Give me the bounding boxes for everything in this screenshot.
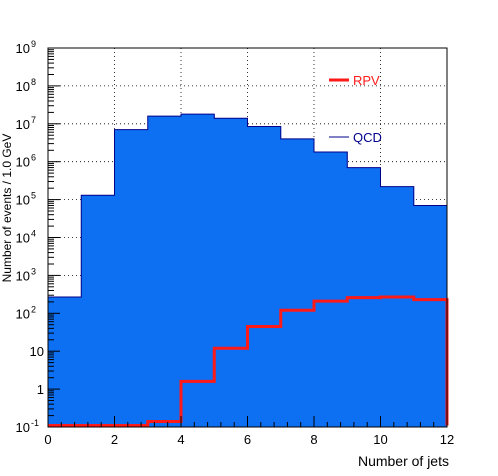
axis-ticks: [47, 47, 448, 428]
y-tick-label: 10: [16, 268, 30, 283]
y-tick-exponent: 5: [31, 191, 36, 201]
x-tick-label: 8: [310, 432, 317, 447]
y-tick-label: 10: [16, 155, 30, 170]
y-tick-exponent: 2: [31, 304, 36, 314]
x-tick-label: 10: [373, 432, 387, 447]
qcd-outline: [47, 113, 448, 427]
y-tick-label: 10: [16, 193, 30, 208]
y-tick-label: 1: [37, 382, 44, 397]
rpv-histogram: [48, 295, 449, 427]
qcd-bar: [181, 114, 215, 427]
qcd-bar: [314, 152, 348, 427]
legend: RPV QCD: [329, 73, 382, 145]
y-tick-label: 10: [16, 420, 30, 435]
qcd-bar: [147, 116, 182, 428]
y-tick-exponent: 6: [31, 153, 36, 163]
y-tick-exponent: 3: [31, 266, 36, 276]
legend-qcd-label: QCD: [353, 130, 382, 145]
y-tick-label: 10: [16, 41, 30, 56]
x-tick-label: 2: [111, 432, 118, 447]
y-tick-exponent: 8: [31, 77, 36, 87]
x-tick-label: 6: [244, 432, 251, 447]
qcd-bar: [413, 205, 448, 427]
y-tick-exponent: 7: [31, 115, 36, 125]
x-tick-label: 4: [177, 432, 184, 447]
qcd-histogram: [47, 113, 448, 428]
y-tick-label: 10: [30, 344, 44, 359]
y-tick-exponent: -1: [31, 418, 39, 428]
rpv-line: [48, 295, 449, 427]
qcd-bar: [81, 195, 115, 427]
x-tick-labels: 0 2 4 6 8 10 12: [44, 432, 454, 447]
y-tick-exponent: 9: [31, 39, 36, 49]
y-tick-label: 10: [16, 117, 30, 132]
y-tick-label: 10: [16, 79, 30, 94]
qcd-bar: [214, 118, 248, 427]
y-tick-label: 10: [16, 306, 30, 321]
legend-rpv-label: RPV: [353, 73, 380, 88]
qcd-bar: [114, 129, 149, 428]
qcd-bar: [380, 186, 415, 427]
x-tick-label: 12: [440, 432, 454, 447]
qcd-bar: [48, 296, 82, 427]
y-axis-title: Number of events / 1.0 GeV: [0, 134, 14, 283]
qcd-bar: [247, 126, 282, 427]
y-tick-exponent: 4: [31, 229, 36, 239]
x-axis-title: Number of jets: [358, 453, 449, 469]
y-tick-label: 10: [16, 231, 30, 246]
x-tick-label: 0: [44, 432, 51, 447]
qcd-bar: [280, 138, 315, 427]
